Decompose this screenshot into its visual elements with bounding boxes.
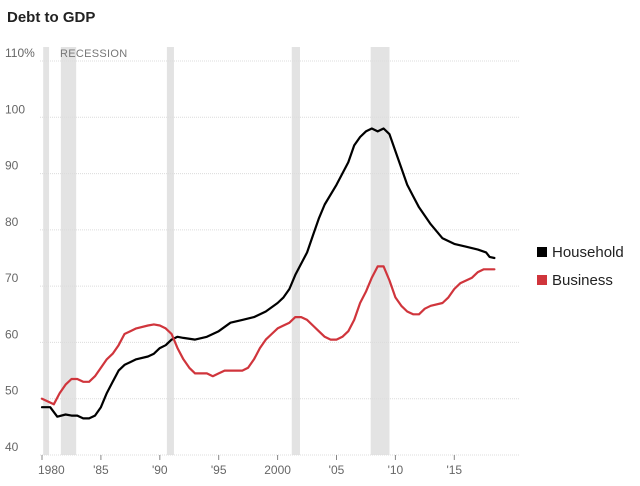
x-tick-label: '95 — [211, 463, 227, 477]
x-tick-label: '10 — [388, 463, 404, 477]
legend-swatch-business — [537, 275, 547, 285]
recession-band-4 — [291, 47, 300, 455]
y-tick-label: 80 — [5, 215, 19, 229]
y-tick-label: 50 — [5, 384, 19, 398]
y-tick-label: 110% — [5, 46, 35, 60]
x-tick-label: '90 — [152, 463, 168, 477]
recession-bands — [43, 47, 390, 455]
recession-label: RECESSION — [60, 48, 128, 60]
y-tick-label: 60 — [5, 327, 19, 341]
x-axis-tick-labels: 1980 '85 '90 '95 2000 '05 '10 '15 — [38, 455, 462, 477]
x-tick-label: '85 — [93, 463, 109, 477]
legend: Household Business — [537, 244, 624, 289]
chart-title: Debt to GDP — [7, 9, 95, 26]
series-line-household — [40, 127, 496, 420]
series-lines — [40, 127, 496, 420]
recession-band-1 — [43, 47, 50, 455]
y-tick-label: 40 — [5, 440, 19, 454]
y-tick-label: 90 — [5, 159, 19, 173]
y-axis-tick-labels: 40 50 60 70 80 90 100 110% — [5, 46, 35, 454]
x-tick-label: 1980 — [38, 463, 65, 477]
x-tick-label: 2000 — [264, 463, 291, 477]
legend-swatch-household — [537, 247, 547, 257]
recession-band-5 — [370, 47, 390, 455]
gridlines — [40, 60, 519, 456]
x-tick-label: '05 — [329, 463, 345, 477]
legend-label-business: Business — [552, 272, 613, 289]
recession-band-2 — [60, 47, 77, 455]
y-tick-label: 100 — [5, 102, 25, 116]
recession-band-3 — [166, 47, 174, 455]
legend-label-household: Household — [552, 244, 624, 261]
series-line-business — [40, 265, 496, 406]
y-tick-label: 70 — [5, 271, 19, 285]
x-tick-label: '15 — [446, 463, 462, 477]
